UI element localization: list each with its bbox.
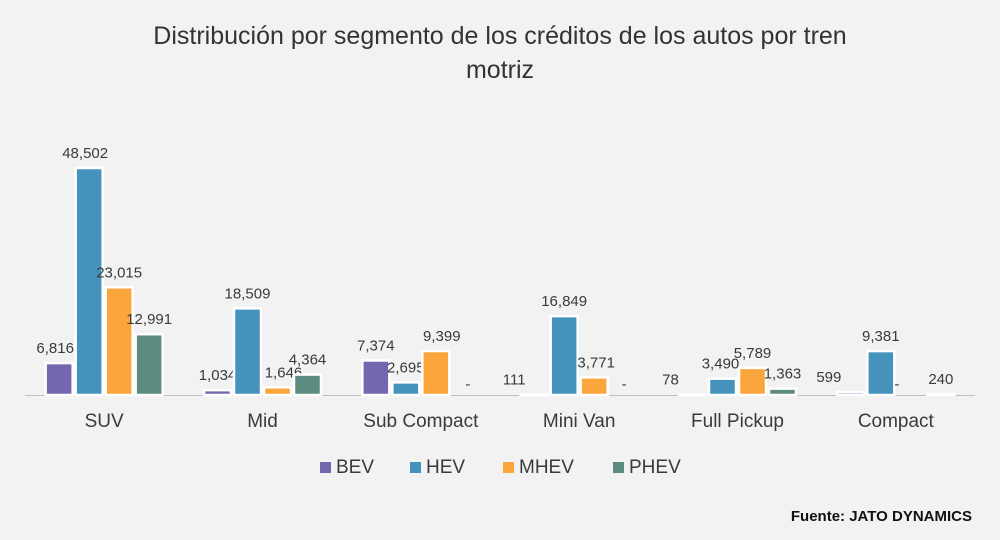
bar-bev	[202, 388, 233, 397]
legend: BEV HEV MHEV PHEV	[320, 457, 681, 478]
data-label: -	[622, 376, 627, 393]
data-label: 3,771	[577, 354, 615, 371]
data-label: -	[465, 376, 470, 393]
data-label: 1,363	[764, 366, 802, 383]
chart-title-line-1: Distribución por segmento de los crédito…	[153, 22, 846, 50]
bar-mhev	[421, 349, 451, 397]
data-label: -	[894, 376, 899, 393]
bar-mhev	[262, 386, 293, 397]
bar-hev	[707, 377, 738, 397]
bar-hev	[232, 307, 263, 397]
data-label: 599	[816, 369, 841, 386]
legend-label: MHEV	[519, 457, 574, 478]
bar-phev	[767, 387, 798, 397]
bar-bev	[519, 393, 549, 397]
plot-area: 6,81648,50223,01512,991SUV1,03418,5091,6…	[25, 145, 975, 432]
data-label: 9,399	[423, 328, 461, 345]
bar-bev	[361, 359, 391, 397]
data-label: 111	[503, 371, 526, 388]
category-label: Full Pickup	[691, 411, 784, 432]
chart-title-line-2: motriz	[466, 56, 534, 84]
legend-swatch-mhev	[503, 462, 514, 473]
category-label: Sub Compact	[363, 411, 479, 432]
data-label: 12,991	[126, 311, 172, 328]
legend-label: HEV	[426, 457, 465, 478]
bar-phev	[134, 332, 164, 397]
legend-swatch-phev	[613, 462, 624, 473]
source-note: Fuente: JATO DYNAMICS	[791, 508, 972, 525]
data-label: 9,381	[862, 328, 900, 345]
category-label: SUV	[85, 411, 124, 432]
bar-bev	[44, 361, 74, 397]
legend-swatch-bev	[320, 462, 331, 473]
data-label: 78	[662, 372, 679, 389]
bar-hev	[391, 381, 421, 397]
data-label: 6,816	[36, 340, 74, 357]
bar-hev	[74, 166, 104, 397]
data-label: 5,789	[734, 345, 772, 362]
category-label: Compact	[858, 411, 935, 432]
data-label: 1,034	[199, 367, 237, 384]
data-label: 23,015	[96, 264, 142, 281]
data-label: 4,364	[289, 352, 327, 369]
bar-bev	[836, 390, 866, 397]
data-label: 18,509	[225, 285, 271, 302]
data-label: 7,374	[357, 337, 395, 354]
legend-swatch-hev	[410, 462, 421, 473]
category-label: Mini Van	[543, 411, 616, 432]
data-label: 3,490	[702, 356, 740, 373]
data-label: 2,695	[387, 359, 425, 376]
data-label: 48,502	[62, 145, 108, 162]
bar-mhev	[104, 286, 134, 397]
legend-label: PHEV	[629, 457, 681, 478]
data-label: 240	[928, 371, 953, 388]
bar-phev	[292, 373, 323, 397]
bar-mhev	[737, 366, 768, 397]
legend-label: BEV	[336, 457, 374, 478]
bar-mhev	[579, 376, 609, 397]
category-label: Mid	[247, 411, 278, 432]
bar-hev	[549, 314, 579, 397]
bar-phev	[926, 392, 956, 397]
data-label: 16,849	[541, 293, 587, 310]
bar-hev	[866, 349, 896, 397]
